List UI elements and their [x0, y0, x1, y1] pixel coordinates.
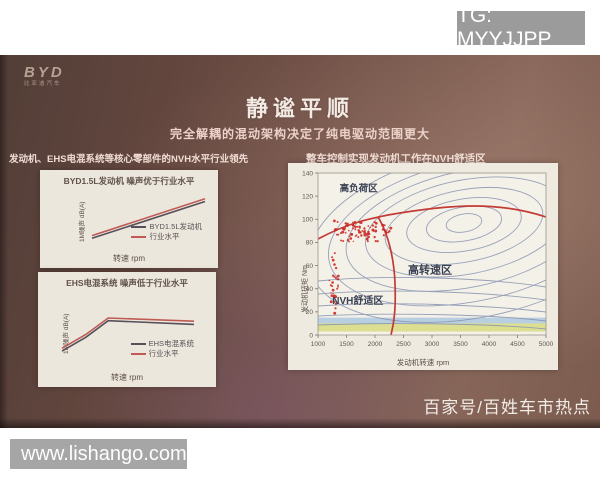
x-axis-label: 转速 rpm: [111, 373, 143, 382]
torque-bands: [318, 317, 546, 332]
legend-entry: BYD1.5L发动机: [131, 222, 202, 232]
svg-text:140: 140: [302, 170, 313, 177]
chart-card-engine-noise: BYD1.5L发动机 噪声优于行业水平 1M噪声 dB(A) BYD1.5L发动…: [40, 170, 218, 268]
svg-text:20: 20: [306, 309, 314, 316]
svg-text:3500: 3500: [453, 341, 468, 348]
legend-swatch: [130, 353, 146, 355]
svg-text:80: 80: [306, 240, 314, 247]
svg-text:0: 0: [309, 332, 313, 339]
legend-entry: 行业水平: [131, 232, 202, 242]
legend-entry: 行业水平: [130, 349, 194, 359]
bsfc-contour-lines: [318, 173, 546, 330]
chart-title: EHS电混系统 噪声低于行业水平: [66, 278, 188, 288]
byd-logo-text: BYD: [24, 64, 65, 81]
region-label: 高转速区: [408, 263, 452, 277]
svg-text:40: 40: [306, 286, 314, 293]
svg-text:2000: 2000: [368, 341, 383, 348]
slide-subtitle: 完全解耦的混动架构决定了纯电驱动范围更大: [169, 127, 430, 141]
chart-legend: EHS电混系统 行业水平: [130, 339, 194, 359]
legend-label: 行业水平: [149, 232, 180, 241]
svg-text:2500: 2500: [396, 341, 411, 348]
byd-logo-subtext: 比亚迪汽车: [24, 81, 62, 87]
svg-text:60: 60: [306, 263, 314, 270]
legend-swatch: [131, 226, 147, 228]
svg-text:1500: 1500: [339, 341, 354, 348]
chart-legend: BYD1.5L发动机 行业水平: [131, 222, 202, 242]
byd-logo: BYD 比亚迪汽车: [24, 65, 65, 88]
legend-label: 行业水平: [148, 349, 179, 358]
svg-text:4500: 4500: [510, 341, 525, 348]
chart-card-engine-map: 发动机扭矩 Nm: [288, 163, 558, 370]
svg-text:5000: 5000: [539, 341, 554, 348]
region-label: 高负荷区: [340, 183, 379, 195]
svg-text:1000: 1000: [311, 341, 326, 348]
watermark-url: www.lishango.com: [10, 439, 187, 469]
x-axis-label: 转速 rpm: [113, 254, 145, 263]
legend-entry: EHS电混系统: [130, 339, 194, 349]
source-credit: 百家号/百姓车市热点: [423, 398, 591, 417]
chart-card-ehs-noise: EHS电混系统 噪声低于行业水平 1M噪声 dB(A) EHS电混系统 行业水平 …: [38, 272, 216, 387]
slide-photo: BYD 比亚迪汽车 静谧平顺 完全解耦的混动架构决定了纯电驱动范围更大 发动机、…: [0, 55, 600, 428]
line-chart-engine-noise: [91, 198, 206, 240]
watermark-tg: TG: MYYJJPP: [457, 4, 585, 51]
legend-swatch: [130, 343, 146, 345]
svg-text:120: 120: [302, 193, 313, 200]
x-axis-label: 发动机转速 rpm: [396, 358, 450, 367]
legend-label: BYD1.5L发动机: [149, 222, 202, 231]
photo-shadow-left: [0, 55, 8, 428]
right-section-header: 整车控制实现发动机工作在NVH舒适区: [306, 153, 486, 165]
slide-title: 静谧平顺: [245, 96, 354, 121]
operating-points-scatter: [328, 219, 393, 315]
svg-text:4000: 4000: [482, 341, 497, 348]
band: [318, 323, 546, 332]
chart-title: BYD1.5L发动机 噪声优于行业水平: [63, 176, 195, 186]
line-chart-ehs-noise: [61, 317, 195, 352]
svg-text:3000: 3000: [425, 341, 440, 348]
axis-ticks: 1000 1500 2000 2500 3000 3500 4000 4500 5000 0 20 4…: [302, 170, 553, 348]
left-section-header: 发动机、EHS电混系统等核心零部件的NVH水平行业领先: [9, 154, 249, 165]
svg-text:100: 100: [302, 217, 313, 224]
band: [318, 317, 546, 324]
legend-swatch: [131, 236, 147, 238]
legend-label: EHS电混系统: [148, 339, 194, 348]
region-label: NVH舒适区: [332, 294, 383, 307]
bottom-strip: www.lishango.com: [0, 428, 600, 480]
photo-shadow-bottom: [0, 418, 600, 428]
